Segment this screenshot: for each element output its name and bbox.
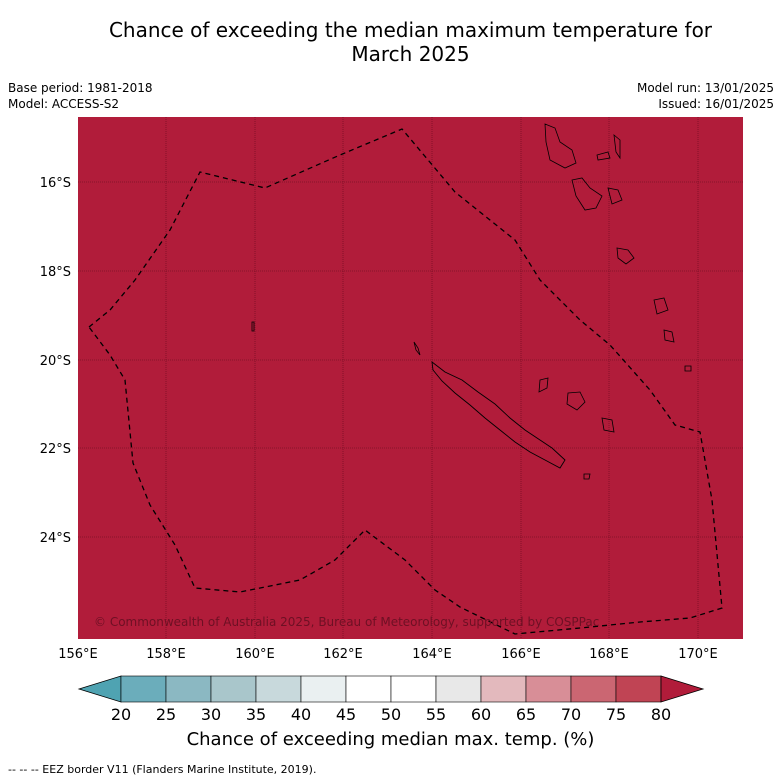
new-caledonia-island: [431, 360, 566, 469]
lat-label-20s: 20°S: [40, 354, 71, 369]
colorbar-segment: [570, 675, 617, 703]
lon-label-164e: 164°E: [412, 647, 452, 662]
lon-label-168e: 168°E: [589, 647, 629, 662]
colorbar-segment: [390, 675, 437, 703]
colorbar-tick-label: 75: [606, 705, 626, 724]
lat-label-16s: 16°S: [40, 176, 71, 191]
vanuatu-espiritu-santo: [544, 123, 577, 169]
vanuatu-erromango: [653, 297, 669, 315]
title-line-1: Chance of exceeding the median maximum t…: [108, 18, 713, 42]
colorbar-tick-label: 70: [561, 705, 581, 724]
colorbar-segment: [615, 675, 662, 703]
vanuatu-malekula: [571, 177, 603, 211]
lat-label-24s: 24°S: [40, 531, 71, 546]
colorbar-segment: [480, 675, 527, 703]
isle-of-pines: [583, 473, 591, 480]
lon-label-162e: 162°E: [323, 647, 363, 662]
model-name: Model: ACCESS-S2: [8, 97, 120, 111]
lon-label-156e: 156°E: [58, 647, 98, 662]
colorbar-tick-label: 60: [471, 705, 491, 724]
eez-legend-note: -- -- -- EEZ border V11 (Flanders Marine…: [8, 763, 317, 776]
colorbar-segment: [300, 675, 347, 703]
chart-title: Chance of exceeding the median maximum t…: [40, 18, 781, 66]
colorbar-tick-labels: 20 25 30 35 40 45 50 55 60 65 70 75 80: [111, 705, 671, 724]
issued-date: Issued: 16/01/2025: [658, 97, 774, 111]
colorbar-segment: [165, 675, 212, 703]
lon-label-166e: 166°E: [501, 647, 541, 662]
colorbar-tick-label: 80: [651, 705, 671, 724]
vanuatu-efate: [616, 247, 635, 265]
colorbar-extend-low: [77, 675, 122, 703]
colorbar-tick-label: 30: [201, 705, 221, 724]
lon-label-170e: 170°E: [678, 647, 718, 662]
lat-label-22s: 22°S: [40, 442, 71, 457]
vanuatu-tanna: [663, 329, 675, 343]
meta-left: Base period: 1981-2018 Model: ACCESS-S2: [8, 80, 153, 112]
belep-islands: [413, 341, 421, 356]
lat-label-18s: 18°S: [40, 265, 71, 280]
chesterfield-reef: [251, 321, 255, 332]
vanuatu-island-4: [607, 187, 623, 205]
colorbar-segment: [345, 675, 392, 703]
colorbar-tick-label: 25: [156, 705, 176, 724]
loyalty-island-2: [566, 391, 586, 411]
lon-label-160e: 160°E: [235, 647, 275, 662]
colorbar-tick-label: 35: [246, 705, 266, 724]
eez-border: [88, 128, 723, 635]
map-copyright: © Commonwealth of Australia 2025, Bureau…: [94, 615, 599, 629]
meta-right: Model run: 13/01/2025 Issued: 16/01/2025: [637, 80, 774, 112]
colorbar-segment: [525, 675, 572, 703]
colorbar-segment: [435, 675, 482, 703]
lon-tick-labels: 156°E 158°E 160°E 162°E 164°E 166°E 168°…: [58, 647, 718, 662]
loyalty-island-1: [538, 377, 549, 393]
colorbar-label: Chance of exceeding median max. temp. (%…: [186, 729, 595, 750]
map-background: [78, 117, 743, 639]
loyalty-island-3: [601, 417, 615, 433]
colorbar-tick-label: 45: [336, 705, 356, 724]
colorbar-tick-label: 65: [516, 705, 536, 724]
vanuatu-island-2: [596, 151, 611, 161]
lon-label-158e: 158°E: [146, 647, 186, 662]
colorbar-extend-high: [660, 675, 705, 703]
colorbar-tick-label: 55: [426, 705, 446, 724]
colorbar-segment: [120, 675, 167, 703]
colorbar-tick-label: 40: [291, 705, 311, 724]
colorbar-segment: [210, 675, 257, 703]
vanuatu-aneityum: [684, 365, 692, 372]
model-run: Model run: 13/01/2025: [636, 81, 774, 95]
vanuatu-island-3: [613, 134, 621, 160]
base-period: Base period: 1981-2018: [8, 81, 153, 95]
title-line-2: March 2025: [351, 42, 470, 66]
colorbar-segment: [255, 675, 302, 703]
lat-tick-labels: 16°S 18°S 20°S 22°S 24°S: [40, 176, 71, 546]
map-gridlines: [78, 117, 743, 639]
colorbar-tick-label: 50: [381, 705, 401, 724]
colorbar-tick-label: 20: [111, 705, 131, 724]
colorbar: [77, 675, 705, 703]
